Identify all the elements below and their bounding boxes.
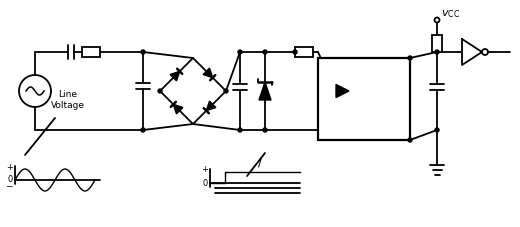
Circle shape — [482, 49, 488, 55]
Text: +: + — [6, 163, 13, 172]
Circle shape — [141, 128, 145, 132]
Circle shape — [435, 128, 439, 132]
Polygon shape — [173, 104, 183, 114]
Polygon shape — [206, 101, 216, 111]
Circle shape — [224, 89, 228, 93]
Circle shape — [263, 128, 267, 132]
Polygon shape — [259, 82, 271, 100]
Circle shape — [238, 50, 242, 54]
Text: +: + — [201, 165, 208, 175]
Circle shape — [408, 56, 412, 60]
Circle shape — [158, 89, 162, 93]
Circle shape — [238, 128, 242, 132]
Text: $v_{\rm CC}$: $v_{\rm CC}$ — [441, 8, 460, 20]
Circle shape — [408, 138, 412, 142]
Text: Line
Voltage: Line Voltage — [51, 90, 85, 110]
Circle shape — [141, 50, 145, 54]
Polygon shape — [336, 84, 349, 98]
Circle shape — [435, 50, 439, 54]
Bar — [295, 47, 313, 57]
Bar — [318, 58, 410, 140]
Text: 0: 0 — [8, 175, 13, 185]
Polygon shape — [170, 71, 180, 81]
Polygon shape — [203, 68, 213, 78]
Circle shape — [293, 50, 297, 54]
Text: −: − — [6, 182, 13, 190]
Circle shape — [263, 50, 267, 54]
Text: /: / — [258, 155, 262, 168]
Bar — [432, 35, 442, 52]
Polygon shape — [462, 39, 482, 65]
Text: 0: 0 — [203, 178, 208, 188]
Bar — [82, 47, 100, 57]
